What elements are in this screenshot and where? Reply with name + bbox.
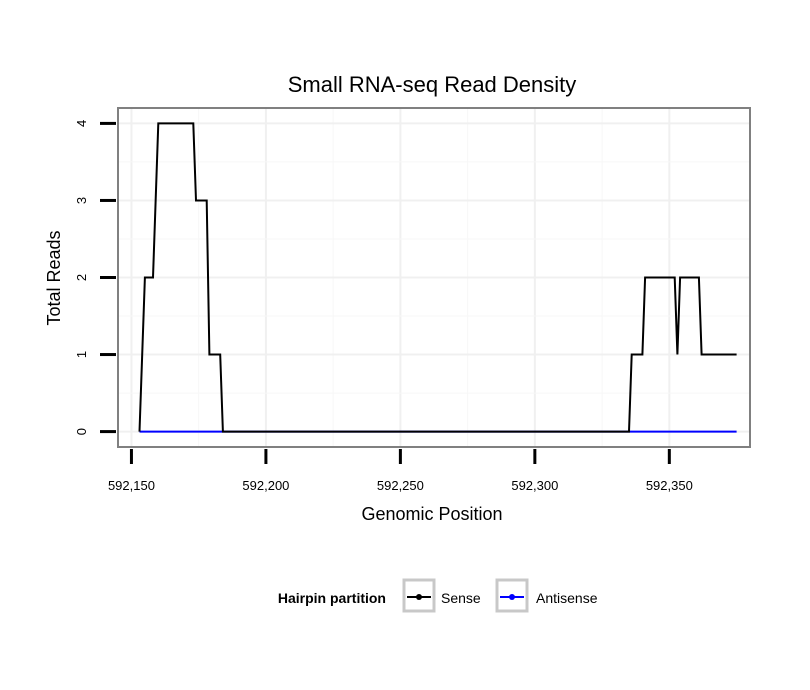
legend-label-sense: Sense (441, 590, 481, 606)
series-line-sense (138, 122, 737, 433)
y-tick-label: 1 (74, 351, 89, 358)
legend: Hairpin partition Sense Antisense (278, 578, 598, 613)
x-tick-label: 592,200 (242, 478, 289, 493)
legend-item-sense: Sense (402, 578, 481, 613)
x-tick-label: 592,250 (377, 478, 424, 493)
legend-label-antisense: Antisense (536, 590, 598, 606)
x-axis-title: Genomic Position (361, 504, 502, 524)
x-tick-label: 592,350 (646, 478, 693, 493)
plot-panel-border (117, 107, 751, 448)
series-layer (138, 122, 737, 433)
x-tick-label: 592,150 (108, 478, 155, 493)
legend-dot-sense (416, 594, 422, 600)
legend-item-antisense: Antisense (495, 578, 598, 613)
legend-title: Hairpin partition (278, 590, 386, 606)
y-axis-title: Total Reads (44, 230, 64, 325)
x-axis: 592,150 592,200 592,250 592,300 592,350 (108, 449, 693, 493)
y-tick-label: 4 (74, 120, 89, 127)
y-tick-label: 3 (74, 197, 89, 204)
y-tick-label: 2 (74, 274, 89, 281)
y-tick-label: 0 (74, 428, 89, 435)
chart-title: Small RNA-seq Read Density (288, 72, 577, 97)
y-axis: 0 1 2 3 4 (74, 120, 116, 435)
x-tick-label: 592,300 (511, 478, 558, 493)
legend-dot-antisense (509, 594, 515, 600)
